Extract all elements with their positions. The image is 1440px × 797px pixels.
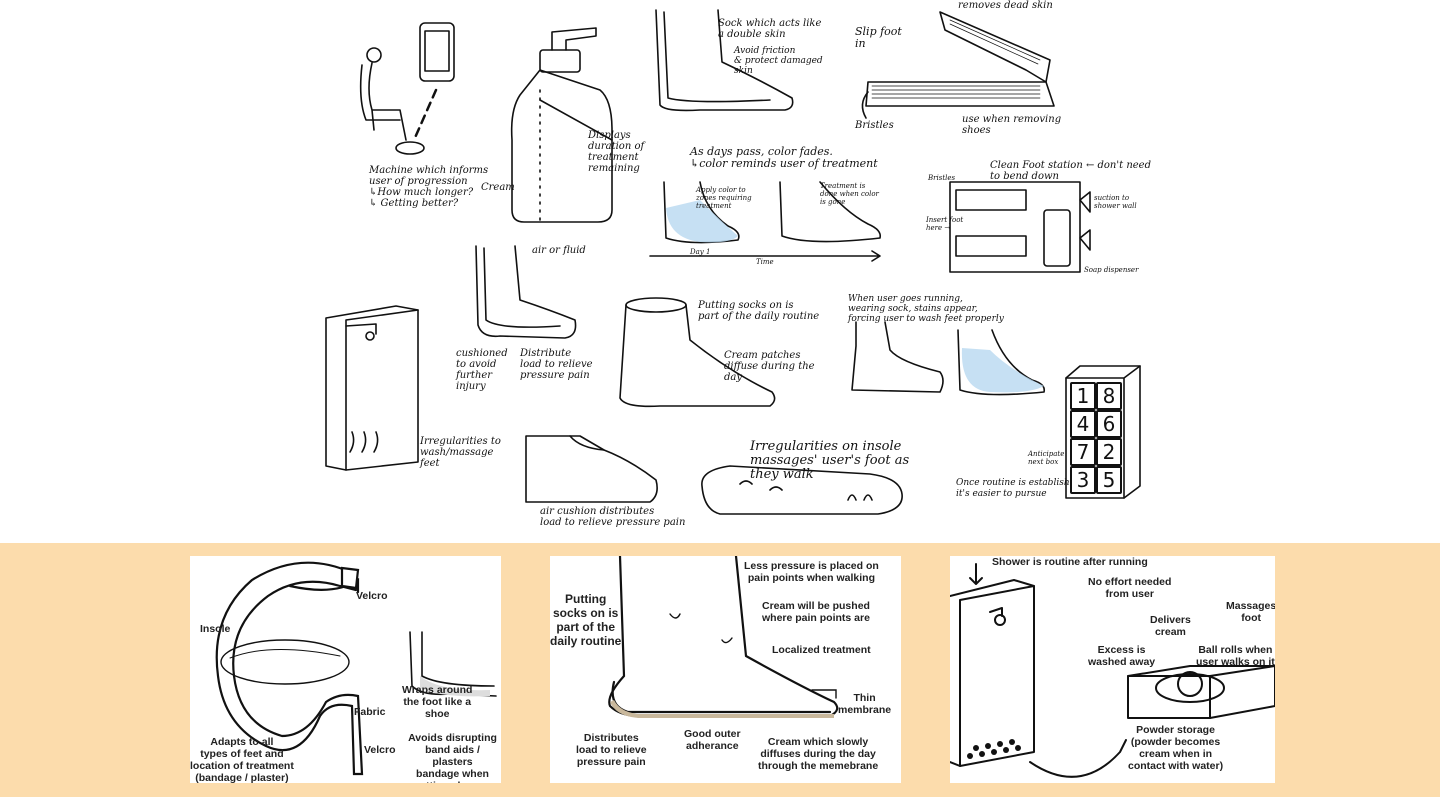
insert-foot-note: Insert foot here →	[926, 216, 964, 232]
day-note: Day 1	[690, 248, 711, 256]
calendar-box-1: 1	[1070, 382, 1096, 410]
bottle-sketch	[510, 27, 613, 223]
velcro-top-label: Velcro	[356, 590, 388, 602]
putting-label: Putting socks on is part of the daily ro…	[550, 592, 622, 648]
adapts-label: Adapts to all types of feet and location…	[190, 736, 294, 783]
irregularities-note: Irregularities to wash/massage feet	[420, 436, 501, 469]
foot-station-sketch	[949, 181, 1091, 273]
calendar-box-6: 6	[1096, 410, 1122, 438]
wrap-insole-panel: Velcro Insole Fabric Velcro Wraps around…	[190, 556, 501, 783]
remove-skin-note: removes dead skin	[958, 0, 1053, 11]
localized-label: Localized treatment	[772, 644, 871, 656]
velcro-bottom-label: Velcro	[364, 744, 396, 756]
sock-sub-note: Avoid friction & protect damaged skin	[734, 46, 823, 76]
time-note: Time	[756, 258, 774, 266]
ball-label: Ball rolls when user walks on it	[1196, 644, 1275, 668]
calendar-box-2: 2	[1096, 438, 1122, 466]
cushioned-note: cushioned to avoid further injury	[456, 348, 508, 392]
suction-note: suction to shower wall	[1094, 194, 1137, 210]
calendar-box-5: 5	[1096, 466, 1122, 494]
machine-note: Machine which informs user of progressio…	[369, 165, 489, 209]
routine-established-note: Once routine is established, it's easier…	[956, 478, 1084, 499]
no-effort-label: No effort needed from user	[1088, 576, 1172, 600]
sock-title-note: Sock which acts like a double skin	[718, 18, 822, 40]
fluid-boot-sketch	[475, 245, 577, 339]
outer-adherance-label: Good outer adherance	[684, 728, 741, 752]
diffuses-label: Cream which slowly diffuses during the d…	[758, 736, 879, 772]
station-title-note: Clean Foot station ← don't need to bend …	[990, 160, 1151, 182]
calendar-box-3: 3	[1070, 466, 1096, 494]
display-note: Displays duration of treatment remaining	[588, 130, 645, 174]
soap-note: Soap dispenser	[1084, 266, 1139, 274]
shower-station-drawing	[950, 563, 1275, 778]
calendar-box-7: 7	[1070, 438, 1096, 466]
distribute-note: Distribute load to relieve pressure pain	[520, 348, 593, 381]
concept-sketches	[325, 9, 1141, 515]
use-when-note: use when removing shoes	[962, 114, 1062, 136]
running-shoe-sketch	[851, 321, 1046, 396]
avoids-label: Avoids disrupting band aids / plasters b…	[408, 732, 497, 783]
massages-label: Massages foot	[1226, 600, 1275, 624]
excess-label: Excess is washed away	[1088, 644, 1156, 668]
powder-label: Powder storage (powder becomes cream whe…	[1128, 724, 1224, 772]
wraps-label: Wraps around the foot like a shoe	[402, 684, 473, 720]
shower-routine-label: Shower is routine after running	[992, 556, 1148, 568]
treatment-done-note: Treatment is done when color is gone	[820, 182, 879, 206]
routine-note: Putting socks on is part of the daily ro…	[698, 300, 820, 322]
sock-sketch	[655, 9, 794, 112]
slipper-bristles-sketch	[861, 11, 1055, 119]
air-cushion-note: air cushion distributes load to relieve …	[540, 506, 686, 528]
fabric-label: Fabric	[354, 706, 386, 718]
calendar-box-8: 8	[1096, 382, 1122, 410]
thin-membrane-label: Thin membrane	[838, 692, 892, 716]
cream-note: Cream	[481, 182, 515, 193]
bristles-note: Bristles	[855, 120, 894, 131]
station-bristles-note: Bristles	[928, 174, 956, 182]
wrap-insole-drawing	[215, 561, 497, 776]
insole-label: Insole	[200, 623, 231, 635]
apply-color-note: Apply color to zones requiring treatment	[696, 186, 752, 210]
routine-sock-sketch	[619, 297, 776, 408]
color-feet-sketch	[649, 181, 882, 262]
air-fluid-note: air or fluid	[532, 245, 586, 256]
seated-user-sketch	[359, 22, 455, 155]
calendar-box-sketch	[1065, 365, 1141, 499]
insole-title-note: Irregularities on insole massages' user'…	[750, 439, 910, 482]
air-shoe-sketch	[525, 435, 658, 503]
less-pressure-label: Less pressure is placed on pain points w…	[744, 560, 879, 584]
calendar-box-4: 4	[1070, 410, 1096, 438]
cream-patch-note: Cream patches diffuse during the day	[724, 350, 815, 383]
membrane-sock-drawing	[608, 556, 839, 718]
shower-box-sketch	[325, 305, 419, 471]
color-title-note: As days pass, color fades. ↳color remind…	[690, 145, 878, 170]
cream-pushed-label: Cream will be pushed where pain points a…	[762, 600, 870, 624]
membrane-sock-panel: Putting socks on is part of the daily ro…	[550, 556, 901, 783]
delivers-label: Delivers cream	[1150, 614, 1191, 638]
anticipate-note: Anticipate next box	[1028, 450, 1065, 466]
distributes-label: Distributes load to relieve pressure pai…	[576, 732, 647, 768]
slip-in-note: Slip foot in	[855, 25, 902, 50]
shower-station-panel: Shower is routine after running No effor…	[950, 556, 1275, 783]
massage-insole-sketch	[701, 465, 903, 515]
running-note: When user goes running, wearing sock, st…	[848, 294, 1004, 324]
